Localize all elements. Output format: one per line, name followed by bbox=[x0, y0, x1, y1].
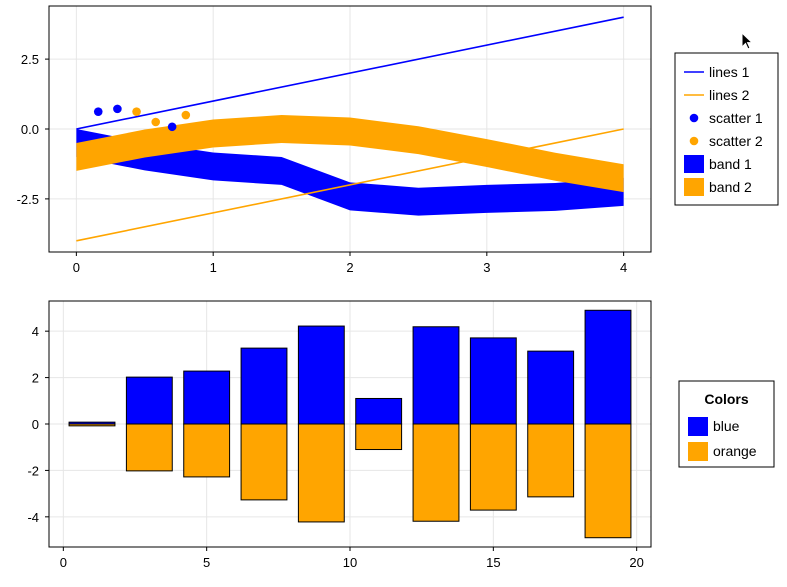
bar-blue bbox=[584, 309, 632, 425]
bottom-chart-x-tick-label: 10 bbox=[343, 555, 357, 570]
series-lines-2-line bbox=[76, 128, 624, 242]
bar-blue bbox=[355, 397, 403, 425]
legend-label-scatter-1: scatter 1 bbox=[709, 110, 763, 126]
bottom-chart-ticks: 0 5 10 15 20 -4 -2 0 2 4 bbox=[27, 324, 643, 570]
bar-orange bbox=[68, 423, 116, 427]
top-chart-x-tick-label: 4 bbox=[620, 260, 627, 275]
bar-orange bbox=[355, 423, 403, 451]
bottom-chart-x-tick-label: 20 bbox=[629, 555, 643, 570]
top-chart-y-tick-label: -2.5 bbox=[17, 192, 39, 207]
legend-label-blue: blue bbox=[713, 418, 740, 434]
bottom-chart-plot-area bbox=[68, 309, 632, 539]
bar-blue bbox=[469, 337, 517, 425]
top-chart-y-tick-label: 0.0 bbox=[21, 122, 39, 137]
bar-blue bbox=[412, 326, 460, 425]
bottom-chart-x-tick-label: 5 bbox=[203, 555, 210, 570]
legend-label-lines-1: lines 1 bbox=[709, 64, 750, 80]
series-scatter-2-point bbox=[181, 110, 191, 120]
bottom-chart-x-tick-label: 0 bbox=[60, 555, 67, 570]
bottom-chart-y-tick-label: 2 bbox=[32, 371, 39, 386]
legend-swatch-scatter-1 bbox=[689, 113, 699, 123]
legend-label-orange: orange bbox=[713, 443, 757, 459]
top-chart-y-tick-label: 2.5 bbox=[21, 52, 39, 67]
bar-blue bbox=[125, 376, 173, 425]
legend-swatch-band-2 bbox=[684, 178, 704, 196]
bottom-chart-legend: Colors blue orange bbox=[678, 380, 775, 468]
bar-orange bbox=[183, 423, 231, 478]
series-scatter-1-point bbox=[93, 107, 103, 116]
legend-swatch-band-1 bbox=[684, 155, 704, 173]
legend-label-lines-2: lines 2 bbox=[709, 87, 750, 103]
bar-orange bbox=[584, 423, 632, 539]
bar-orange bbox=[412, 423, 460, 522]
top-chart-x-tick-label: 2 bbox=[346, 260, 353, 275]
legend-label-scatter-2: scatter 2 bbox=[709, 133, 763, 149]
bar-blue bbox=[527, 350, 575, 425]
bottom-chart-y-tick-label: 4 bbox=[32, 324, 39, 339]
bar-blue bbox=[297, 325, 345, 425]
top-chart-legend: lines 1 lines 2 scatter 1 scatter 2 band 1 ba… bbox=[674, 52, 779, 206]
bar-orange bbox=[240, 423, 288, 501]
bar-blue bbox=[240, 347, 288, 425]
bar-orange bbox=[125, 423, 173, 472]
series-lines-1-line bbox=[76, 16, 624, 130]
bar-blue bbox=[183, 370, 231, 425]
series-scatter-2-point bbox=[151, 117, 161, 127]
bottom-chart-legend-title: Colors bbox=[704, 391, 749, 407]
top-chart-plot-area bbox=[76, 16, 624, 242]
series-band-1-area bbox=[76, 129, 624, 216]
series-scatter-1-point bbox=[113, 104, 122, 114]
bottom-chart: 0 5 10 15 20 -4 -2 0 2 4 Colors blue orange bbox=[27, 300, 775, 570]
top-chart: 0 1 2 3 4 -2.5 0.0 2.5 lines 1 lines 2 scatter 1 s… bbox=[17, 5, 779, 275]
series-scatter-1-point bbox=[167, 122, 177, 132]
bottom-chart-y-tick-label: -2 bbox=[27, 463, 39, 478]
legend-swatch-scatter-2 bbox=[689, 136, 699, 146]
bar-orange bbox=[469, 423, 517, 511]
top-chart-ticks: 0 1 2 3 4 -2.5 0.0 2.5 bbox=[17, 52, 628, 275]
bottom-chart-y-tick-label: 0 bbox=[32, 417, 39, 432]
bottom-chart-x-tick-label: 15 bbox=[486, 555, 500, 570]
series-scatter-2-point bbox=[132, 107, 141, 116]
legend-swatch-orange bbox=[688, 442, 708, 461]
bar-orange bbox=[527, 423, 575, 498]
series-band-2-area bbox=[76, 115, 624, 193]
top-chart-x-tick-label: 3 bbox=[483, 260, 490, 275]
legend-swatch-blue bbox=[688, 417, 708, 436]
bottom-chart-y-tick-label: -4 bbox=[27, 510, 39, 525]
legend-label-band-1: band 1 bbox=[709, 156, 752, 172]
top-chart-x-tick-label: 0 bbox=[73, 260, 80, 275]
legend-label-band-2: band 2 bbox=[709, 179, 752, 195]
mouse-cursor-icon bbox=[741, 31, 754, 50]
bar-orange bbox=[297, 423, 345, 523]
top-chart-x-tick-label: 1 bbox=[210, 260, 217, 275]
